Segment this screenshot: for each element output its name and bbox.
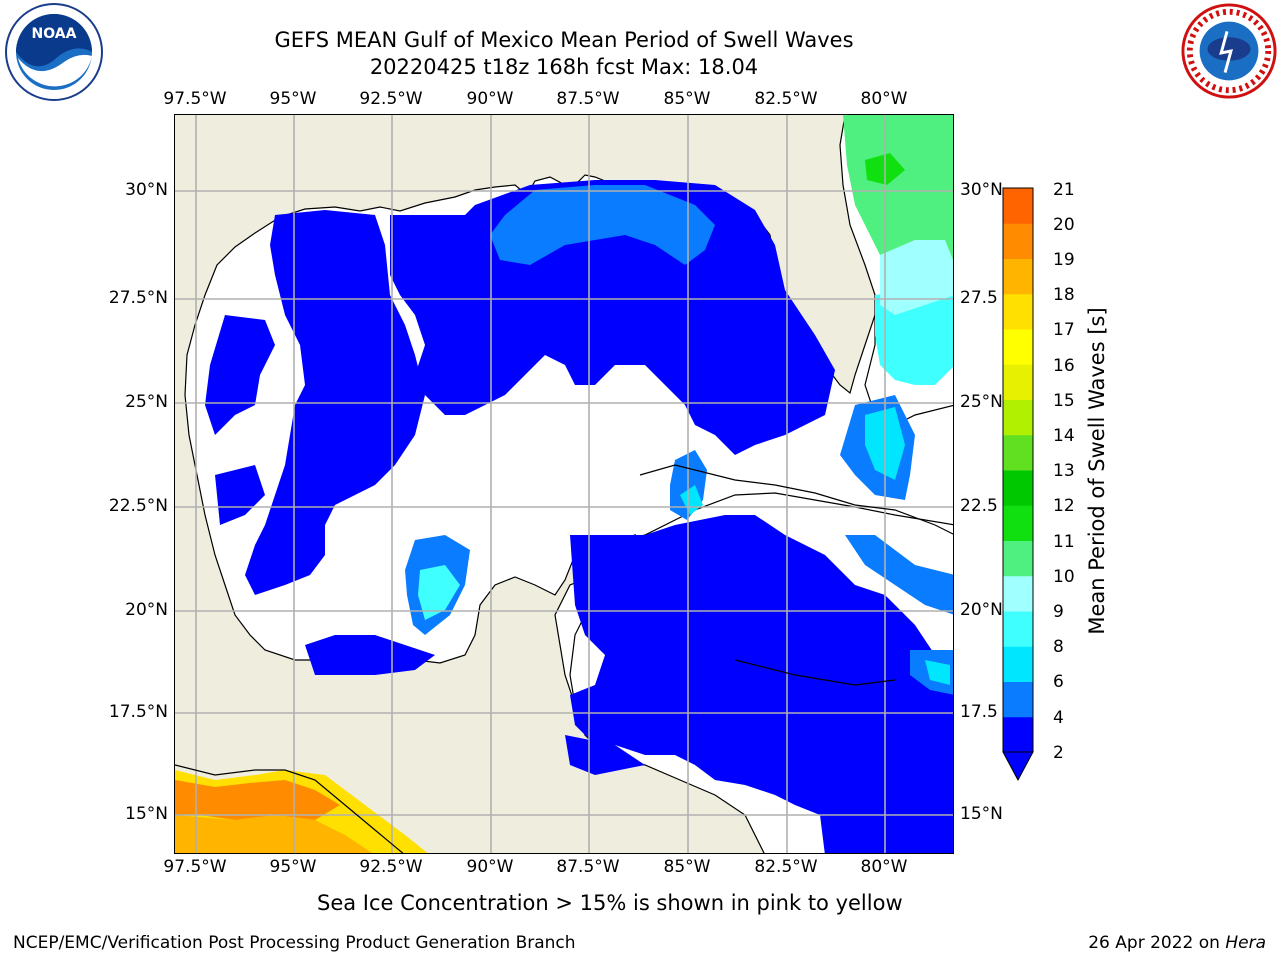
colorbar-tick: 19 — [1053, 250, 1075, 270]
colorbar-tick: 2 — [1053, 743, 1064, 763]
colorbar-band — [1003, 329, 1033, 365]
colorbar-band — [1003, 681, 1033, 718]
noaa-logo: NOAA — [5, 3, 103, 101]
colorbar-extend-min — [1002, 751, 1034, 782]
footer-date: 26 Apr 2022 on Hera — [1088, 933, 1266, 953]
footer-host: Hera — [1225, 933, 1266, 953]
chart-title: GEFS MEAN Gulf of Mexico Mean Period of … — [274, 28, 854, 52]
lat-tick-left: 25°N — [125, 392, 168, 412]
colorbar-band — [1003, 399, 1033, 436]
lat-tick-right: 27.5 — [960, 288, 998, 308]
sea-ice-note: Sea Ice Concentration > 15% is shown in … — [317, 891, 903, 915]
colorbar-tick: 15 — [1053, 391, 1075, 411]
lon-tick-bottom: 85°W — [663, 857, 711, 877]
colorbar-band — [1003, 505, 1033, 541]
colorbar-band — [1003, 716, 1033, 753]
lat-tick-right: 15°N — [960, 804, 1003, 824]
lon-tick-top: 90°W — [466, 89, 514, 109]
colorbar-band — [1003, 611, 1033, 647]
swell-period-2-4s — [205, 180, 953, 853]
lon-tick-bottom: 97.5°W — [163, 857, 227, 877]
footer-date-text: 26 Apr 2022 on — [1088, 933, 1220, 953]
lat-tick-left: 30°N — [125, 180, 168, 200]
colorbar-tick: 17 — [1053, 320, 1075, 340]
lon-tick-bottom: 95°W — [269, 857, 317, 877]
colorbar-band — [1003, 258, 1033, 295]
colorbar-tick: 14 — [1053, 426, 1075, 446]
swell-period-9-10s — [843, 115, 953, 260]
lat-tick-right: 22.5 — [960, 496, 998, 516]
lon-tick-top: 97.5°W — [163, 89, 227, 109]
lon-tick-top: 87.5°W — [556, 89, 620, 109]
colorbar-band — [1003, 223, 1033, 259]
lat-tick-right: 17.5 — [960, 702, 998, 722]
lon-tick-top: 85°W — [663, 89, 711, 109]
lat-tick-right: 20°N — [960, 600, 1003, 620]
colorbar — [1002, 187, 1034, 782]
colorbar-band — [1003, 364, 1033, 400]
lon-tick-top: 95°W — [269, 89, 317, 109]
colorbar-band — [1003, 470, 1033, 506]
lon-tick-bottom: 92.5°W — [359, 857, 423, 877]
colorbar-tick: 8 — [1053, 637, 1064, 657]
colorbar-frame — [1002, 187, 1034, 753]
lon-tick-bottom: 90°W — [466, 857, 514, 877]
colorbar-tick: 16 — [1053, 356, 1075, 376]
lon-tick-bottom: 80°W — [860, 857, 908, 877]
colorbar-tick: 6 — [1053, 672, 1064, 692]
lat-tick-left: 20°N — [125, 600, 168, 620]
colorbar-tick: 12 — [1053, 496, 1075, 516]
svg-text:NOAA: NOAA — [32, 26, 77, 42]
colorbar-tick: 18 — [1053, 285, 1075, 305]
lat-tick-left: 22.5°N — [108, 496, 168, 516]
lat-tick-left: 27.5°N — [108, 288, 168, 308]
colorbar-tick: 21 — [1053, 180, 1075, 200]
nws-logo — [1181, 3, 1277, 99]
lat-tick-left: 17.5°N — [108, 702, 168, 722]
lat-tick-left: 15°N — [125, 804, 168, 824]
lon-tick-top: 82.5°W — [754, 89, 818, 109]
colorbar-tick: 11 — [1053, 532, 1075, 552]
map-gridlines — [175, 115, 953, 853]
colorbar-tick: 10 — [1053, 567, 1075, 587]
lat-tick-right: 25°N — [960, 392, 1003, 412]
footer-credit: NCEP/EMC/Verification Post Processing Pr… — [13, 933, 576, 953]
chart-subtitle: 20220425 t18z 168h fcst Max: 18.04 — [369, 55, 759, 79]
lat-tick-right: 30°N — [960, 180, 1003, 200]
pacific-swell-orange — [175, 780, 340, 820]
gulf-map — [174, 114, 954, 854]
map-canvas — [175, 115, 953, 853]
colorbar-band — [1003, 540, 1033, 577]
colorbar-tick: 4 — [1053, 708, 1064, 728]
lon-tick-top: 80°W — [860, 89, 908, 109]
colorbar-band — [1003, 434, 1033, 471]
colorbar-band — [1003, 188, 1033, 224]
colorbar-band — [1003, 646, 1033, 682]
colorbar-band — [1003, 575, 1033, 612]
lon-tick-bottom: 87.5°W — [556, 857, 620, 877]
colorbar-tick: 9 — [1053, 602, 1064, 622]
colorbar-tick: 13 — [1053, 461, 1075, 481]
lon-tick-top: 92.5°W — [359, 89, 423, 109]
colorbar-tick: 20 — [1053, 215, 1075, 235]
lon-tick-bottom: 82.5°W — [754, 857, 818, 877]
pacific-swell-amber — [175, 815, 372, 853]
coastlines — [175, 464, 953, 853]
colorbar-band — [1003, 293, 1033, 330]
colorbar-label: Mean Period of Swell Waves [s] — [1085, 307, 1109, 635]
